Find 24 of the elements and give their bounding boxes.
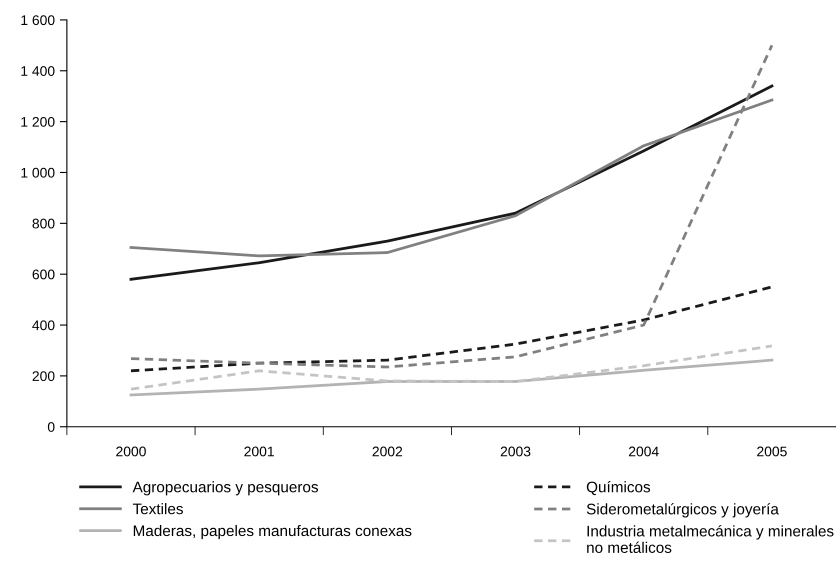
y-tick-label: 400 bbox=[32, 320, 55, 330]
legend-label: Siderometalúrgicos y joyería bbox=[586, 503, 779, 518]
x-tick-label: 2000 bbox=[116, 446, 146, 456]
y-tick-label: 1 600 bbox=[21, 15, 55, 26]
legend-label: Textiles bbox=[132, 503, 183, 514]
x-tick-label: 2005 bbox=[757, 446, 787, 456]
legend-label: Industria metalmecánica y minerales no metálicos bbox=[587, 525, 834, 553]
y-tick-label: 1 200 bbox=[21, 116, 55, 127]
legend-label: Químicos bbox=[586, 481, 650, 496]
x-tick-label: 2003 bbox=[500, 446, 530, 456]
x-tick-label: 2002 bbox=[372, 446, 402, 456]
line-series bbox=[130, 344, 774, 391]
y-tick-label: 200 bbox=[32, 371, 55, 382]
x-tick-label: 2004 bbox=[628, 446, 659, 456]
y-tick-label: 600 bbox=[32, 270, 55, 280]
y-tick-label: 800 bbox=[32, 218, 55, 228]
y-tick-label: 1 000 bbox=[21, 168, 55, 178]
x-tick-label: 2001 bbox=[244, 446, 274, 456]
y-tick-label: 0 bbox=[48, 422, 55, 432]
y-tick-label: 1 400 bbox=[21, 66, 55, 76]
legend-label: Agropecuarios y pesqueros bbox=[132, 481, 318, 496]
legend-label: Maderas, papeles manufacturas conexas bbox=[134, 524, 412, 540]
line-series bbox=[130, 286, 774, 372]
line-series bbox=[130, 44, 774, 368]
